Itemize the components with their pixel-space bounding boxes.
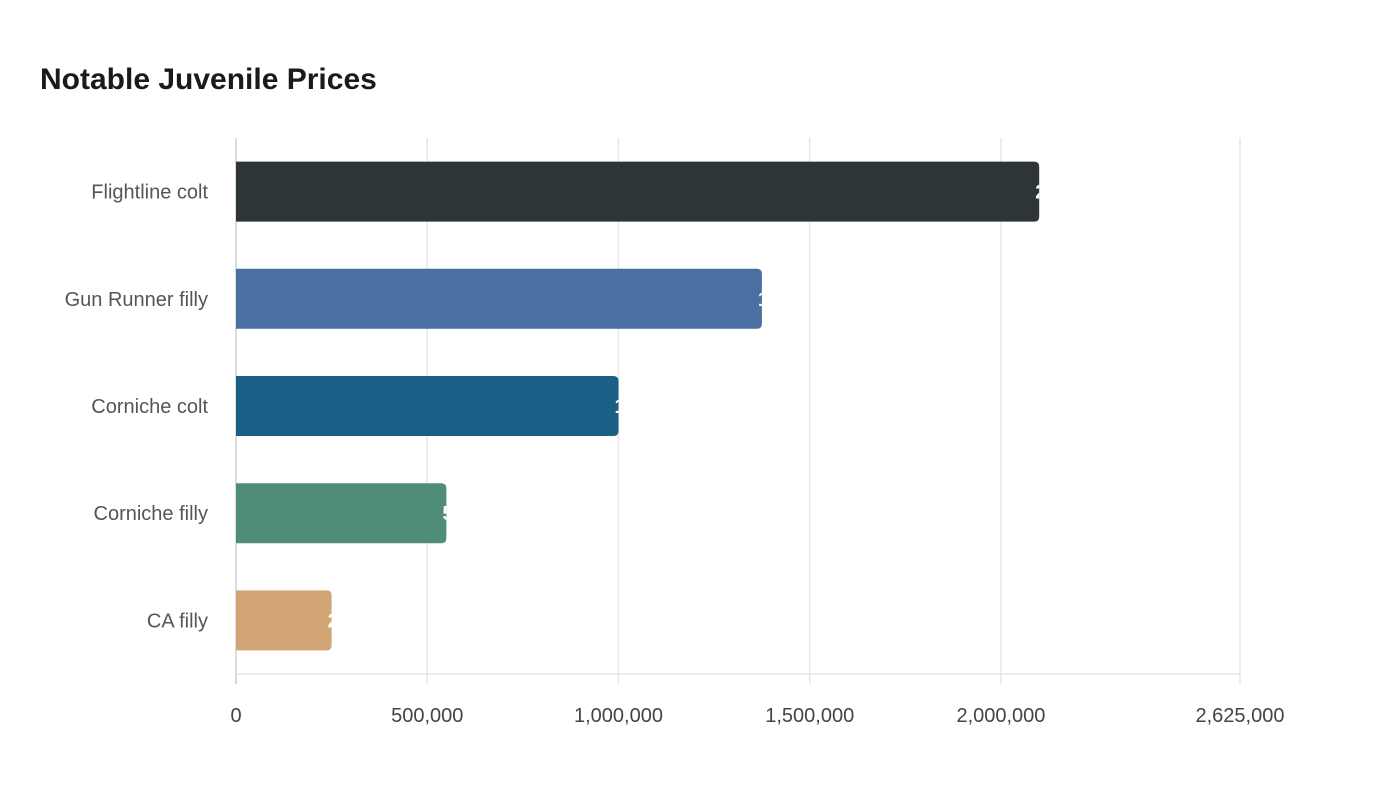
category-label: Corniche filly [94,503,208,525]
category-label: CA filly [147,610,208,632]
label-layer: Flightline colt Gun Runner filly Corniche … [65,182,209,633]
bar-flightline-colt [236,161,1040,222]
x-tick-label: 1,500,000 [765,705,854,727]
category-label: Gun Runner filly [65,289,208,311]
data-label: 250,000 [328,610,400,632]
x-tick-label: 2,625,000 [1196,705,1285,727]
x-tick-label: 1,000,000 [574,705,663,727]
x-tick-label: 0 [230,705,241,727]
category-label: Flightline colt [91,182,208,204]
bar-corniche-colt [236,376,619,436]
x-tick-label: 500,000 [391,705,463,727]
data-label: 1,000,000 [614,396,703,418]
chart-title: Notable Juvenile Prices [40,63,377,96]
data-label: 2,100,000 [1035,182,1124,204]
category-label: Corniche colt [91,396,208,418]
bar-ca-filly [236,590,332,651]
x-tick-label: 2,000,000 [956,705,1045,727]
tick-layer: 0 500,000 1,000,000 1,500,000 2,000,000 2,625… [230,705,1284,727]
data-label: 550,000 [442,503,514,525]
bar-layer: 2,100,000 1,375,000 1,000,000 550,000 250,00… [236,161,1124,651]
bar-gun-runner-filly [236,268,762,329]
bar-corniche-filly [236,483,447,544]
data-label: 1,375,000 [758,289,847,311]
